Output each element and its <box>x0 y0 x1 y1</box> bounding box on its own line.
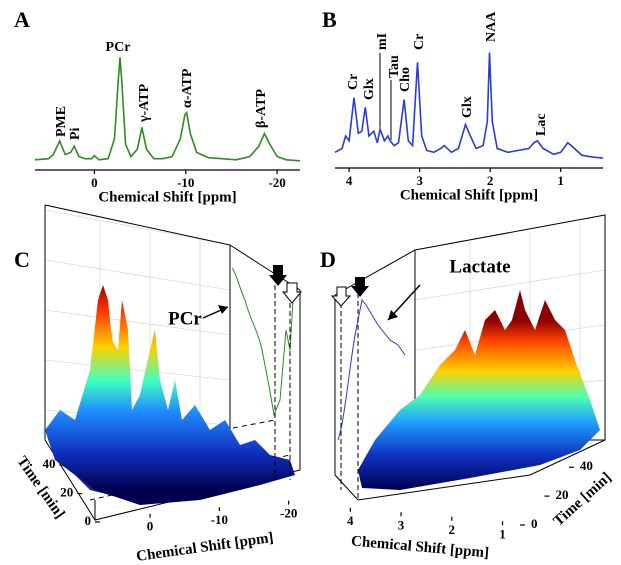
panel-letter: B <box>322 7 337 32</box>
annotation: PCr <box>168 308 202 329</box>
x-tick-label: 4 <box>347 513 354 528</box>
x-tick-label: 0 <box>147 519 154 534</box>
y-tick-label: 40 <box>42 456 55 471</box>
peak-label: NAA <box>484 11 499 42</box>
x-tick-label: 2 <box>487 173 494 188</box>
y-tick-label: 20 <box>60 485 73 500</box>
box-d <box>330 214 606 501</box>
peak-label: mI <box>375 33 390 50</box>
x-tick-label: 3 <box>398 517 405 532</box>
peak-label: Glx <box>460 96 475 118</box>
annotation: Lactate <box>449 256 510 277</box>
peak-label: PCr <box>106 40 131 55</box>
peak-label: Cho <box>398 67 413 92</box>
peak-label: Lac <box>534 113 549 136</box>
x-tick-label: 0 <box>91 175 98 190</box>
label-leaders <box>379 53 392 140</box>
x-tick-label: -20 <box>268 175 285 190</box>
peak-label: α-ATP <box>180 68 195 108</box>
y-tick-label: 40 <box>580 458 593 473</box>
x-axis-label: Chemical Shift [ppm] <box>400 187 538 203</box>
x-tick-label: 3 <box>416 173 423 188</box>
x-axis-label: Chemical Shift [ppm] <box>98 189 236 205</box>
x-tick-label: 2 <box>449 522 456 537</box>
x-tick-label: -10 <box>177 175 194 190</box>
peak-label: Pi <box>68 127 83 140</box>
x-axis-label: Chemical Shift [ppm] <box>350 533 489 561</box>
peak-label: PME <box>54 106 69 137</box>
y-tick-label: 0 <box>85 513 92 528</box>
spectrum <box>34 57 301 162</box>
peak-label: Cr <box>346 74 361 90</box>
peak-label: Cr <box>412 34 427 50</box>
peak-label: Tau <box>387 55 402 78</box>
spectrum <box>334 52 604 159</box>
x-tick-label: 1 <box>557 173 564 188</box>
panel-letter: A <box>14 7 30 32</box>
box-c <box>44 204 303 521</box>
x-axis-label: Chemical Shift [ppm] <box>135 530 274 565</box>
panel-letter: D <box>320 247 336 272</box>
x-tick-label: 4 <box>346 173 353 188</box>
peak-label: γ-ATP <box>137 83 152 123</box>
panel-letter: C <box>14 247 30 272</box>
peak-label: Glx <box>362 78 377 100</box>
x-tick-label: 1 <box>499 526 506 541</box>
y-tick-label: 0 <box>531 516 538 531</box>
peak-label: β-ATP <box>254 89 269 128</box>
y-tick-label: 20 <box>555 487 568 502</box>
x-tick-label: -20 <box>280 506 297 521</box>
x-tick-label: -10 <box>211 512 228 527</box>
